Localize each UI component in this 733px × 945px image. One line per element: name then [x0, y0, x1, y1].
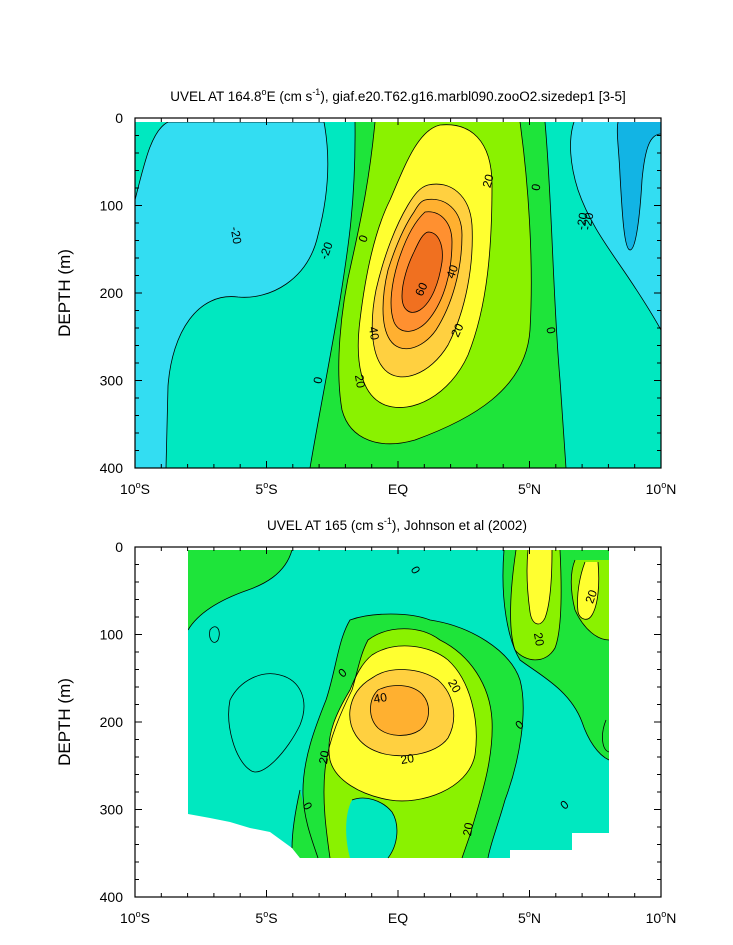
obs-contour-label: 20 — [445, 677, 464, 696]
obs-contour-label: 20 — [400, 751, 416, 767]
model-x-tick-label: 10oN — [646, 480, 677, 497]
model-contour-label: 40 — [366, 326, 382, 342]
model-y-tick-label: 200 — [100, 285, 124, 301]
obs-fill-u0-west — [188, 550, 292, 630]
model-contour-label: -20 — [574, 211, 591, 231]
model-contour-label: -20 — [317, 240, 336, 261]
obs-contour-label: 20 — [582, 588, 600, 606]
model-x-tick-label: 10oS — [120, 480, 150, 497]
model-contour-label: 0 — [356, 233, 372, 244]
model-x-tick-label: EQ — [388, 481, 408, 497]
model-contour-label: 60 — [412, 280, 430, 298]
model-fill-neg-west — [135, 122, 328, 468]
model-contour-label: 20 — [352, 374, 368, 390]
obs-contour-label: 40 — [373, 690, 389, 706]
obs-fill-u0-deep-west — [292, 790, 318, 858]
model-contour-label: 20 — [448, 321, 466, 339]
obs-fill-u20-east — [526, 550, 552, 624]
model-contour-label: 0 — [529, 182, 544, 191]
model-panel: UVEL AT 164.8oE (cm s-1), giaf.e20.T62.g… — [55, 87, 676, 497]
obs-y-tick-label: 400 — [100, 889, 124, 905]
model-contour-label: 40 — [443, 263, 461, 281]
obs-x-tick-label: 10oN — [646, 909, 677, 926]
model-y-tick-label: 0 — [115, 110, 123, 126]
obs-contour-label: 20 — [316, 749, 332, 765]
obs-contour-field: 0 0 0 0 0 20 20 20 20 20 20 40 — [188, 550, 609, 859]
obs-y-tick-label: 200 — [100, 714, 124, 730]
obs-fill-cyan-intrusion — [346, 798, 397, 858]
model-x-tick-label: 5oN — [518, 480, 541, 497]
model-fill-u60 — [402, 232, 443, 313]
obs-axes: 10oS 5oS EQ 5oN 10oN 0 100 200 300 400 — [100, 539, 677, 926]
obs-x-tick-label: 5oS — [255, 909, 277, 926]
model-fill-neg-east-core — [617, 122, 661, 250]
model-title: UVEL AT 164.8oE (cm s-1), giaf.e20.T62.g… — [170, 87, 626, 104]
model-y-tick-label: 400 — [100, 460, 124, 476]
obs-fill-u40 — [370, 685, 429, 736]
model-contour-label: 0 — [543, 326, 558, 335]
obs-x-tick-label: 5oN — [518, 909, 541, 926]
model-contour-label: 0 — [311, 375, 326, 384]
model-x-tick-label: 5oS — [255, 480, 277, 497]
obs-contour-label: 20 — [460, 821, 476, 837]
obs-y-tick-label: 0 — [115, 539, 123, 555]
obs-y-axis-label: DEPTH (m) — [55, 678, 74, 766]
model-y-tick-label: 100 — [100, 198, 124, 214]
obs-x-tick-label: 10oS — [120, 909, 150, 926]
obs-fill-u20-east2 — [577, 562, 599, 620]
obs-x-tick-label: EQ — [388, 910, 408, 926]
model-y-axis-label: DEPTH (m) — [55, 249, 74, 337]
obs-title: UVEL AT 165 (cm s-1), Johnson et al (200… — [267, 516, 527, 533]
model-y-tick-label: 300 — [100, 373, 124, 389]
model-contour-label: 20 — [480, 172, 497, 189]
model-contour-label: -20 — [580, 211, 597, 231]
obs-y-tick-label: 300 — [100, 802, 124, 818]
model-contour-field: -20 -20 -20 -20 0 0 0 0 20 20 20 40 40 6… — [135, 122, 661, 468]
obs-contour-label: 20 — [531, 632, 547, 648]
model-contour-label: -20 — [228, 226, 245, 246]
obs-panel: UVEL AT 165 (cm s-1), Johnson et al (200… — [55, 516, 676, 926]
obs-y-tick-label: 100 — [100, 627, 124, 643]
